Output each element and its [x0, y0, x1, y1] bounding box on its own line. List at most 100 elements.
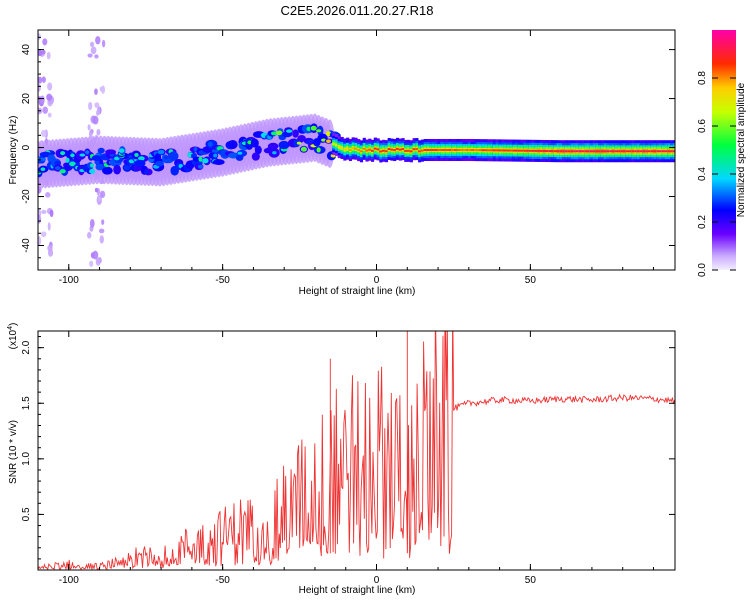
- spectrogram-blob-core: [296, 141, 302, 145]
- spectrogram-blob-core: [40, 167, 46, 171]
- spectrogram-band-cell: [512, 149, 516, 152]
- spectrogram-band-cell: [465, 149, 469, 151]
- spectrogram-noise-blob: [46, 51, 51, 60]
- spectrogram-band-cell: [653, 150, 657, 153]
- spectrogram-band-cell: [559, 150, 563, 153]
- spectrogram-band-cell: [423, 149, 427, 151]
- spectrogram-blob-core: [69, 161, 76, 167]
- spectrogram-band-cell: [456, 149, 461, 151]
- spectrogram-noise-blob: [88, 101, 93, 111]
- spectrogram-blob-base: [105, 149, 117, 155]
- spectrogram-band-cell: [650, 150, 654, 153]
- spectrogram-blob-core: [272, 151, 277, 155]
- snr-x-tick-label: -100: [59, 575, 79, 586]
- spectrogram-x-tick-label: 0: [374, 275, 380, 286]
- spectrogram-band-cell: [573, 150, 577, 153]
- snr-y-ticks: 0.5 1.0 1.5 2.0: [21, 336, 675, 560]
- spectrogram-noise-blob: [98, 228, 105, 234]
- spectrogram-band-cell: [603, 150, 607, 153]
- spectrogram-band-cell: [517, 149, 521, 152]
- spectrogram-band-cell: [551, 150, 555, 153]
- spectrogram-blob-core: [310, 125, 317, 131]
- spectrogram-band-cell: [484, 149, 488, 152]
- spectrogram-band-cell: [656, 150, 660, 153]
- spectrogram-noise-blob: [38, 76, 43, 84]
- spectrogram-noise-blob: [96, 128, 101, 136]
- spectrogram-band-cell: [437, 149, 441, 151]
- colorbar-gradient: [712, 30, 736, 270]
- spectrogram-y-tick-label: 20: [21, 93, 32, 105]
- spectrogram-blob-core: [306, 126, 312, 131]
- spectrogram-noise-blob: [101, 219, 105, 225]
- spectrogram-band-cell: [443, 149, 447, 151]
- spectrogram-blob-core: [202, 158, 209, 164]
- spectrogram-band-cell: [562, 150, 566, 153]
- spectrogram-band-cell: [537, 149, 541, 152]
- spectrogram-noise-blob: [44, 192, 51, 198]
- colorbar-tick-label: 0.2: [697, 215, 708, 229]
- spectrogram-band-cell: [526, 149, 530, 152]
- snr-plot-area: [38, 331, 675, 570]
- spectrogram-band-cell: [609, 150, 613, 153]
- spectrogram-blob-core: [39, 157, 46, 161]
- spectrogram-band-cell: [667, 150, 671, 153]
- spectrogram-band-cell: [587, 150, 591, 153]
- spectrogram-blob-core: [123, 165, 130, 170]
- snr-frame: [37, 330, 676, 571]
- spectrogram-band-cell: [404, 149, 408, 152]
- spectrogram-noise-blob: [95, 36, 101, 45]
- spectrogram-band-cell: [426, 149, 430, 151]
- spectrogram-noise-blob: [92, 115, 99, 125]
- spectrogram-band-cell: [332, 142, 336, 145]
- spectrogram-band-cell: [506, 149, 510, 152]
- spectrogram-noise-blob: [94, 88, 98, 95]
- spectrogram-band-cell: [340, 146, 344, 149]
- spectrogram-noise-blob: [90, 46, 97, 55]
- spectrogram-band-cell: [617, 150, 621, 153]
- spectrogram-blob-core: [163, 155, 169, 160]
- spectrogram-noise-blob: [94, 102, 100, 108]
- spectrogram-noise-blob: [38, 83, 41, 92]
- spectrogram-blob-core: [60, 151, 66, 156]
- spectrogram-x-ticks: -100 -50 0 50: [37, 30, 654, 286]
- spectrogram-band-cell: [539, 149, 544, 152]
- spectrogram-band-cell: [553, 150, 557, 153]
- spectrogram-noise-blob: [101, 39, 106, 48]
- spectrogram-noise-blob: [40, 231, 47, 238]
- spectrogram-band-cell: [373, 147, 377, 150]
- colorbar-ticks: 0.0 0.2 0.4 0.6 0.8: [697, 71, 736, 277]
- spectrogram-blob-core: [144, 169, 149, 174]
- spectrogram-noise-blob: [38, 236, 42, 246]
- spectrogram-blob-base: [134, 159, 146, 167]
- snr-y-multiplier-close: ): [8, 323, 19, 326]
- spectrogram-blob-base: [235, 154, 244, 161]
- snr-y-multiplier: (x104): [7, 323, 19, 350]
- spectrogram-band-cell: [429, 149, 433, 151]
- snr-x-tick-label: 50: [525, 575, 537, 586]
- spectrogram-blob-base: [95, 163, 105, 171]
- spectrogram-y-tick-label: -20: [21, 189, 32, 204]
- spectrogram-noise-blob: [90, 41, 95, 47]
- colorbar-label: Normalized spectral amplitude: [736, 82, 747, 217]
- spectrogram-band-cell: [589, 150, 593, 153]
- spectrogram-noise-blob: [41, 49, 46, 55]
- spectrogram-band-cell: [346, 147, 350, 150]
- spectrogram-band-cell: [390, 148, 394, 151]
- spectrogram-blob-core: [325, 131, 332, 137]
- spectrogram-band-cell: [598, 150, 602, 153]
- spectrogram-marks: [38, 33, 675, 267]
- spectrogram-noise-blob: [87, 53, 93, 58]
- spectrogram-blob-core: [207, 141, 213, 147]
- snr-x-label: Height of straight line (km): [299, 585, 416, 596]
- spectrogram-band-cell: [387, 148, 391, 150]
- spectrogram-band-cell: [357, 149, 361, 152]
- spectrogram-band-cell: [661, 150, 665, 153]
- spectrogram-blob-core: [213, 153, 218, 158]
- spectrogram-band-cell: [501, 149, 505, 152]
- spectrogram-band-cell: [401, 148, 405, 151]
- spectrogram-band-cell: [354, 147, 358, 150]
- spectrogram-band-cell: [337, 146, 341, 149]
- spectrogram-blob-core: [276, 130, 283, 136]
- spectrogram-band-cell: [382, 149, 386, 152]
